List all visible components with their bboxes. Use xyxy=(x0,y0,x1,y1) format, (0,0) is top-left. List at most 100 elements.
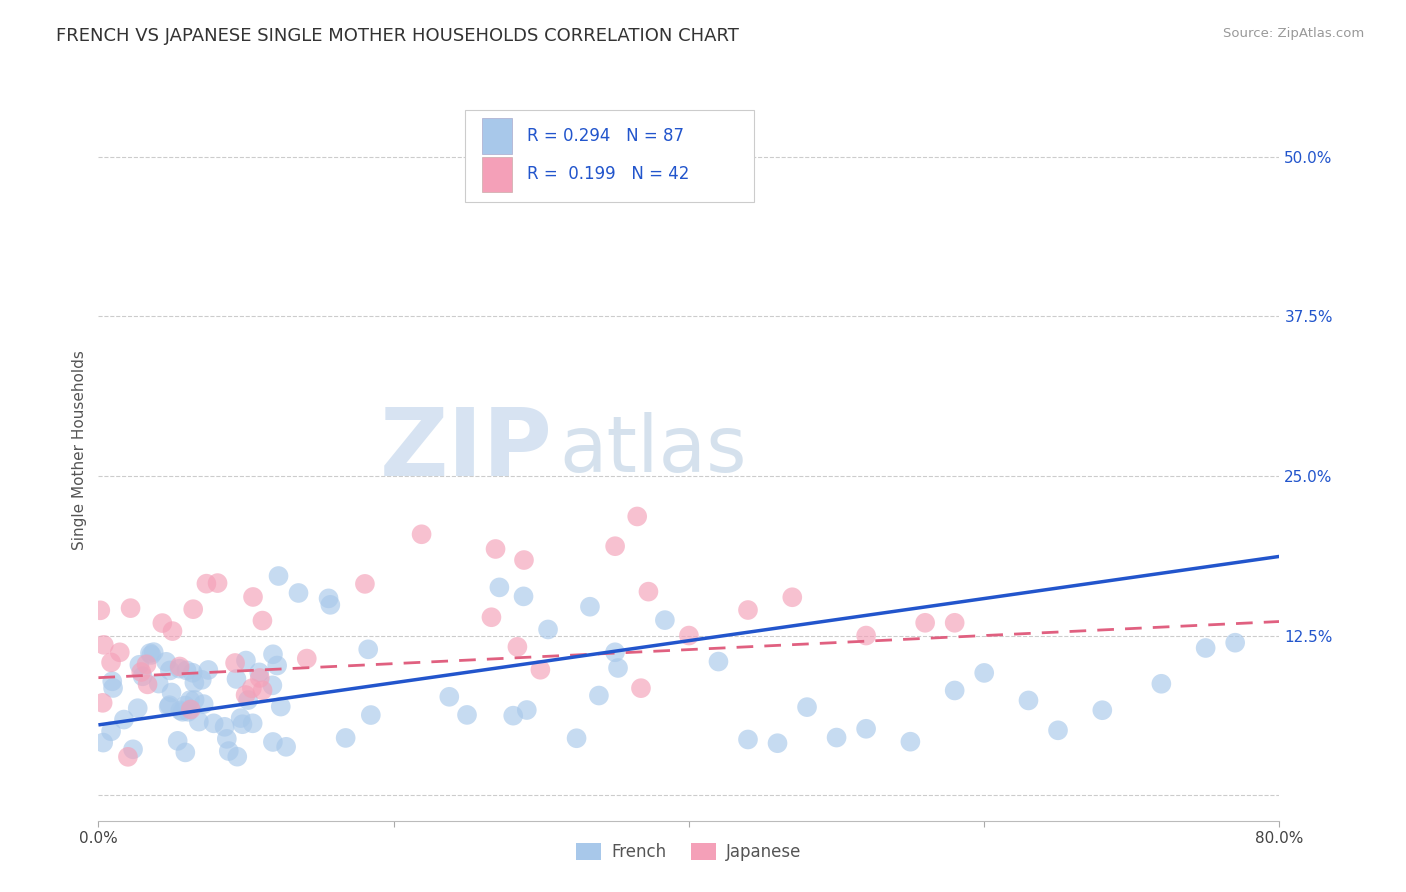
Point xyxy=(174,746,197,760)
Text: Source: ZipAtlas.com: Source: ZipAtlas.com xyxy=(1223,27,1364,40)
Point xyxy=(131,669,153,683)
Point xyxy=(274,739,297,754)
Point xyxy=(914,615,936,630)
Point xyxy=(225,672,247,686)
Point xyxy=(707,655,730,669)
Point xyxy=(101,681,124,695)
Point xyxy=(117,749,139,764)
Point xyxy=(506,640,529,654)
Point xyxy=(89,603,111,617)
Point xyxy=(516,703,538,717)
Point xyxy=(737,603,759,617)
Point xyxy=(195,576,218,591)
Point xyxy=(262,678,284,692)
Point xyxy=(235,688,257,702)
Point xyxy=(91,736,114,750)
Point xyxy=(129,665,152,679)
Point xyxy=(502,708,524,723)
Point xyxy=(252,683,274,698)
Point xyxy=(900,734,922,748)
Point xyxy=(456,707,478,722)
Point xyxy=(108,645,131,659)
Point xyxy=(565,731,588,746)
Point xyxy=(318,591,340,606)
Point xyxy=(100,656,122,670)
Point xyxy=(943,683,966,698)
Point xyxy=(439,690,461,704)
Point xyxy=(973,665,995,680)
Point xyxy=(513,553,536,567)
Point xyxy=(215,731,238,746)
Point xyxy=(654,613,676,627)
Text: R =  0.199   N = 42: R = 0.199 N = 42 xyxy=(527,165,689,183)
Point xyxy=(193,697,215,711)
Point xyxy=(579,599,602,614)
Point xyxy=(488,580,510,594)
Point xyxy=(537,623,560,637)
Point xyxy=(187,714,209,729)
Point xyxy=(267,569,290,583)
Point xyxy=(605,539,627,553)
Point xyxy=(191,673,214,687)
Point xyxy=(252,614,274,628)
Point xyxy=(235,654,257,668)
Point xyxy=(176,664,198,678)
Point xyxy=(226,749,249,764)
Point xyxy=(181,602,204,616)
Point xyxy=(183,693,205,707)
Point xyxy=(127,701,149,715)
Text: FRENCH VS JAPANESE SINGLE MOTHER HOUSEHOLDS CORRELATION CHART: FRENCH VS JAPANESE SINGLE MOTHER HOUSEHO… xyxy=(56,27,740,45)
Point xyxy=(249,671,271,685)
Point xyxy=(166,734,188,748)
Point xyxy=(737,732,759,747)
Point xyxy=(1091,703,1114,717)
Point xyxy=(626,509,648,524)
Point xyxy=(1195,640,1218,655)
Point xyxy=(155,655,177,669)
Point xyxy=(242,590,264,604)
Point xyxy=(229,711,252,725)
Point xyxy=(177,705,200,719)
Point xyxy=(855,629,877,643)
Point xyxy=(1225,636,1247,650)
Point xyxy=(607,661,630,675)
Point xyxy=(262,647,284,661)
Point xyxy=(169,662,191,676)
Point xyxy=(142,645,165,659)
Point xyxy=(319,598,342,612)
Point xyxy=(287,586,309,600)
Point xyxy=(136,677,159,691)
Point xyxy=(603,645,626,659)
Point xyxy=(484,541,506,556)
Point xyxy=(224,656,246,670)
Point xyxy=(943,615,966,630)
Point xyxy=(169,703,191,717)
Point xyxy=(207,576,229,591)
FancyBboxPatch shape xyxy=(464,110,754,202)
Point xyxy=(128,657,150,672)
Point xyxy=(354,577,377,591)
Point xyxy=(782,591,804,605)
Point xyxy=(262,735,284,749)
Point xyxy=(231,717,253,731)
Point xyxy=(360,708,382,723)
Point xyxy=(148,676,170,690)
Text: R = 0.294   N = 87: R = 0.294 N = 87 xyxy=(527,127,685,145)
Point xyxy=(855,722,877,736)
Point xyxy=(100,724,122,739)
Point xyxy=(214,720,236,734)
Point xyxy=(1046,723,1070,738)
Point xyxy=(411,527,433,541)
Point xyxy=(157,699,180,714)
Point xyxy=(181,665,204,680)
Point xyxy=(139,646,162,660)
Point xyxy=(335,731,357,745)
FancyBboxPatch shape xyxy=(482,156,512,192)
Point xyxy=(150,616,173,631)
Point xyxy=(135,657,157,672)
Text: atlas: atlas xyxy=(560,412,747,489)
Point xyxy=(162,624,184,638)
Point xyxy=(529,663,551,677)
Point xyxy=(169,659,191,673)
Point xyxy=(357,642,380,657)
